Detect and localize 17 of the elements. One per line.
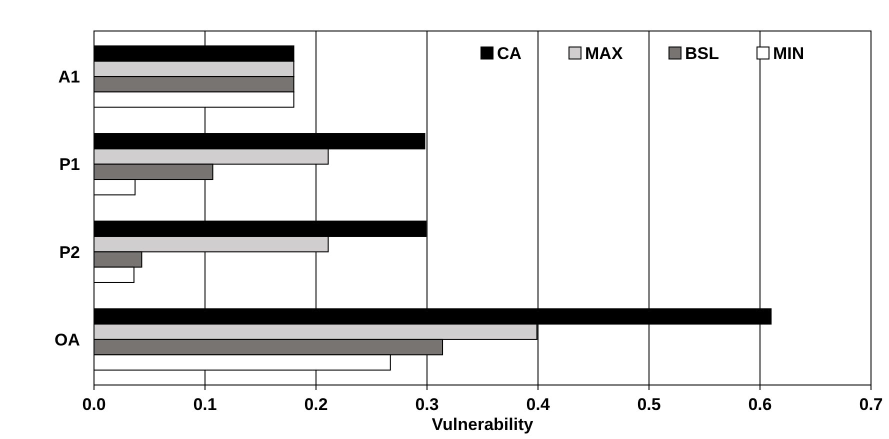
x-tick-label: 0.1 bbox=[193, 395, 217, 414]
x-tick-label: 0.5 bbox=[637, 395, 661, 414]
legend-label: MAX bbox=[585, 44, 624, 63]
y-tick-label: A1 bbox=[58, 68, 80, 87]
y-tick-label: OA bbox=[54, 330, 80, 350]
x-tick-label: 0.6 bbox=[748, 395, 772, 414]
x-axis-title: Vulnerability bbox=[432, 415, 534, 434]
y-tick-label: P1 bbox=[59, 155, 80, 174]
legend-label: MIN bbox=[773, 44, 804, 63]
x-tick-label: 0.2 bbox=[304, 395, 328, 414]
x-tick-label: 0.3 bbox=[415, 395, 439, 414]
x-tick-label: 0.7 bbox=[859, 395, 883, 414]
legend-label: BSL bbox=[685, 44, 719, 63]
legend-label: CA bbox=[497, 44, 522, 63]
x-tick-label: 0.4 bbox=[526, 395, 550, 414]
y-tick-label: P2 bbox=[59, 242, 80, 262]
x-tick-label: 0.0 bbox=[82, 395, 106, 414]
